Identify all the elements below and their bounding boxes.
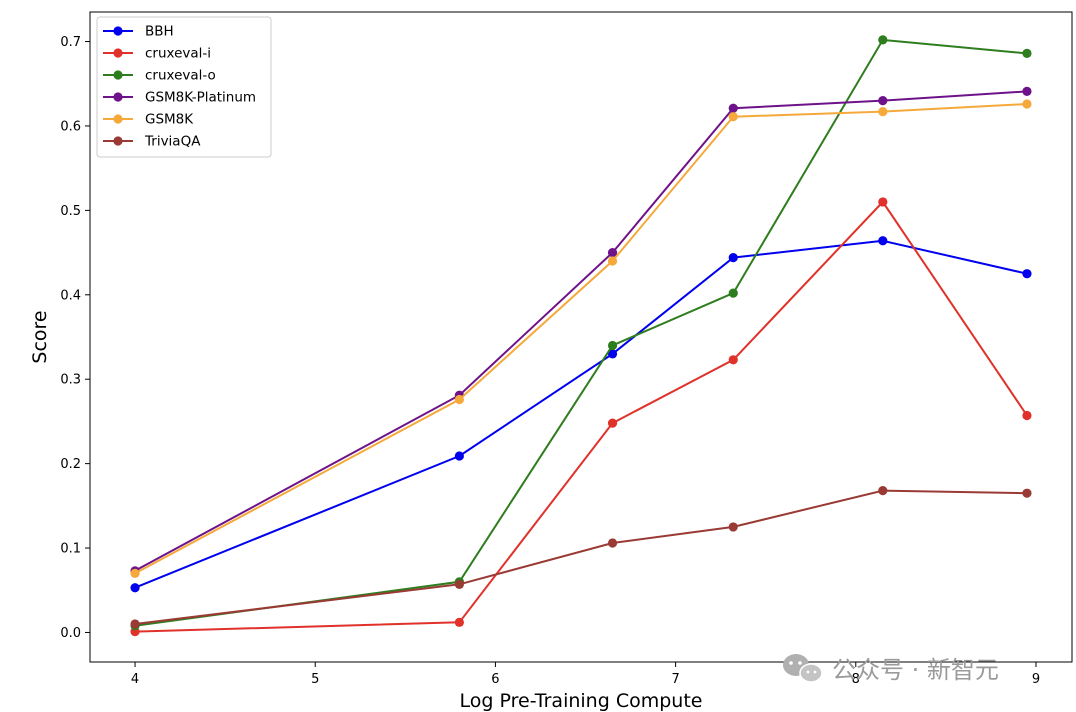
y-tick-label: 0.6 [60, 119, 81, 134]
series-line [134, 200, 1028, 633]
series-line [134, 90, 1028, 572]
data-point [878, 107, 888, 117]
data-point [1022, 269, 1032, 279]
data-point [454, 579, 464, 589]
series-line [134, 103, 1028, 575]
x-tick-label: 4 [131, 672, 139, 687]
x-tick-label: 8 [852, 672, 860, 687]
data-point [130, 583, 140, 593]
plot-area [89, 11, 1073, 663]
series-cruxeval-i [130, 197, 1032, 637]
legend-swatch-marker [113, 136, 123, 146]
data-point [1022, 410, 1032, 421]
legend: BBH cruxeval-i cruxeval-o GSM8K-Platinum GSM… [96, 16, 272, 158]
legend-swatch-marker [113, 26, 123, 36]
data-point [607, 247, 618, 258]
legend-swatch-marker [113, 114, 123, 124]
y-axis-ticks: 0.0 0.1 0.2 0.3 0.4 0.5 0.6 0.7 [60, 35, 90, 641]
data-point [607, 349, 618, 359]
x-tick-label: 5 [311, 672, 319, 687]
series-triviaqa [130, 486, 1032, 629]
data-point [878, 486, 888, 496]
legend-label: GSM8K [145, 112, 194, 128]
legend-item: GSM8K [103, 112, 194, 128]
data-point [728, 288, 738, 298]
y-tick-label: 0.5 [60, 204, 81, 219]
wechat-icon [783, 654, 823, 683]
y-tick-label: 0.2 [60, 457, 81, 472]
x-axis-title: Log Pre-Training Compute [460, 690, 703, 712]
legend-swatch-marker [113, 70, 123, 80]
data-point [607, 538, 618, 548]
data-point [1022, 86, 1032, 96]
legend-label: cruxeval-o [145, 68, 216, 84]
data-point [878, 35, 888, 45]
legend-box [96, 16, 272, 158]
y-tick-label: 0.1 [60, 542, 81, 557]
legend-label: TriviaQA [144, 134, 201, 150]
legend-swatch-marker [113, 48, 123, 58]
legend-item: TriviaQA [103, 134, 201, 150]
data-point [728, 355, 738, 365]
legend-label: cruxeval-i [145, 46, 211, 62]
data-point [1022, 48, 1032, 58]
data-point [728, 112, 738, 122]
data-point [1022, 488, 1032, 498]
series-layer [130, 35, 1032, 637]
watermark: 公众号 · 新智元 [783, 654, 999, 684]
y-tick-label: 0.7 [60, 35, 81, 50]
data-point [454, 451, 464, 461]
series-gsm8k-platinum [130, 86, 1032, 576]
x-tick-label: 6 [491, 672, 499, 687]
data-point [607, 418, 618, 428]
series-gsm8k [130, 99, 1032, 578]
y-tick-label: 0.0 [60, 626, 81, 641]
legend-item: GSM8K-Platinum [103, 90, 256, 106]
legend-item: cruxeval-o [103, 68, 216, 84]
data-point [728, 103, 738, 113]
data-point [607, 256, 618, 266]
y-axis-title: Score [29, 310, 51, 363]
series-line [134, 489, 1028, 625]
series-line [134, 239, 1028, 589]
data-point [728, 253, 738, 263]
legend-swatch-marker [113, 92, 123, 102]
data-point [607, 340, 618, 351]
legend-item: BBH [103, 24, 174, 40]
legend-item: cruxeval-i [103, 46, 211, 62]
y-tick-label: 0.3 [60, 373, 81, 388]
data-point [454, 617, 464, 627]
series-bbh [130, 236, 1032, 593]
data-point [878, 236, 888, 246]
data-point [878, 96, 888, 106]
x-tick-label: 7 [671, 672, 679, 687]
data-point [130, 568, 140, 578]
data-point [130, 619, 140, 629]
data-point [1022, 99, 1032, 109]
x-tick-label: 9 [1032, 672, 1040, 687]
y-tick-label: 0.4 [60, 288, 81, 303]
data-point [878, 197, 888, 207]
data-point [454, 394, 464, 405]
legend-label: BBH [145, 24, 174, 40]
x-axis-ticks: 4 5 6 7 8 9 [131, 662, 1040, 687]
legend-label: GSM8K-Platinum [145, 90, 256, 106]
series-line [134, 38, 1028, 627]
data-point [728, 522, 738, 532]
watermark-text: 公众号 · 新智元 [832, 656, 999, 684]
